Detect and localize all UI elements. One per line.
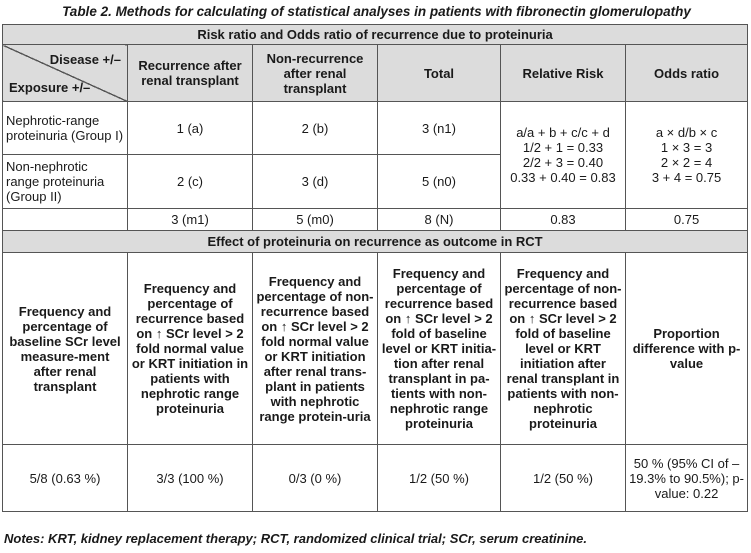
statistics-table: Risk ratio and Odds ratio of recurrence … (1, 24, 749, 512)
totals-row: 3 (m1) 5 (m0) 8 (N) 0.83 0.75 (2, 208, 749, 231)
cell-b: 2 (b) (252, 101, 378, 155)
section2-header-row: Frequency and percentage of baseline SCr… (2, 252, 749, 445)
disease-exposure-cell: Disease +/– Exposure +/– (2, 44, 128, 102)
or-formula: a × d/b × c (655, 125, 718, 140)
rr-formula: a/a + b + c/c + d (516, 125, 610, 140)
row-label-group-2: Non-nephrotic range proteinuria (Group I… (2, 154, 128, 209)
value-recurrence-non-nephrotic: 1/2 (50 %) (377, 444, 501, 512)
rr-step-3: 0.33 + 0.40 = 0.83 (510, 170, 616, 185)
or-step-1: 1 × 3 = 3 (660, 140, 713, 155)
header-recurrence-nephrotic: Frequency and percentage of recurrence b… (127, 252, 253, 445)
header-recurrence-non-nephrotic: Frequency and percentage of recurrence b… (377, 252, 501, 445)
header-non-recurrence: Non-recurrence after renal transplant (252, 44, 378, 102)
value-non-recurrence-non-nephrotic: 1/2 (50 %) (500, 444, 626, 512)
relative-risk-calculation: a/a + b + c/c + d 1/2 + 1 = 0.33 2/2 + 3… (500, 101, 626, 209)
total-relative-risk: 0.83 (500, 208, 626, 231)
rr-step-2: 2/2 + 3 = 0.40 (522, 155, 604, 170)
row-label-group-1: Nephrotic-range proteinuria (Group I) (2, 101, 128, 155)
value-proportion-difference: 50 % (95% CI of –19.3% to 90.5%); p-valu… (624, 444, 749, 512)
disease-label: Disease +/– (49, 52, 121, 67)
value-non-recurrence-nephrotic: 0/3 (0 %) (252, 444, 378, 512)
section1-title: Risk ratio and Odds ratio of recurrence … (1, 24, 749, 45)
or-step-2: 2 × 2 = 4 (660, 155, 713, 170)
total-n: 8 (N) (377, 208, 501, 231)
header-relative-risk: Relative Risk (500, 44, 626, 102)
cell-a: 1 (a) (127, 101, 253, 155)
header-baseline-scr: Frequency and percentage of baseline SCr… (2, 252, 128, 445)
section2-title: Effect of proteinuria on recurrence as o… (1, 230, 749, 253)
section2-values-row: 5/8 (0.63 %) 3/3 (100 %) 0/3 (0 %) 1/2 (… (2, 444, 749, 512)
value-baseline-scr: 5/8 (0.63 %) (2, 444, 128, 512)
header-non-recurrence-non-nephrotic: Frequency and percentage of non-recurren… (500, 252, 626, 445)
total-odds-ratio: 0.75 (624, 208, 749, 231)
header-recurrence: Recurrence after renal transplant (127, 44, 253, 102)
or-step-3: 3 + 4 = 0.75 (651, 170, 722, 185)
odds-ratio-calculation: a × d/b × c 1 × 3 = 3 2 × 2 = 4 3 + 4 = … (624, 101, 749, 209)
cell-n1: 3 (n1) (377, 101, 501, 155)
table-caption: Table 2. Methods for calculating of stat… (62, 4, 691, 19)
header-non-recurrence-nephrotic: Frequency and percentage of non-recurren… (252, 252, 378, 445)
cell-d: 3 (d) (252, 154, 378, 209)
table-notes: Notes: KRT, kidney replacement therapy; … (4, 531, 587, 546)
section1-header-row: Disease +/– Exposure +/– Recurrence afte… (2, 44, 749, 102)
exposure-label: Exposure +/– (9, 80, 91, 95)
header-proportion-difference: Proportion difference with p-value (624, 252, 749, 445)
header-total: Total (377, 44, 501, 102)
table-row: Nephrotic-range proteinuria (Group I) 1 … (2, 101, 749, 209)
total-m1: 3 (m1) (127, 208, 253, 231)
header-odds-ratio: Odds ratio (624, 44, 749, 102)
cell-n0: 5 (n0) (377, 154, 501, 209)
value-recurrence-nephrotic: 3/3 (100 %) (127, 444, 253, 512)
totals-empty-cell (2, 208, 128, 231)
table-row: Non-nephrotic range proteinuria (Group I… (2, 154, 748, 209)
section2-title-row: Effect of proteinuria on recurrence as o… (1, 230, 749, 253)
total-m0: 5 (m0) (252, 208, 378, 231)
cell-c: 2 (c) (127, 154, 253, 209)
rr-step-1: 1/2 + 1 = 0.33 (522, 140, 604, 155)
section1-title-row: Risk ratio and Odds ratio of recurrence … (1, 24, 749, 45)
